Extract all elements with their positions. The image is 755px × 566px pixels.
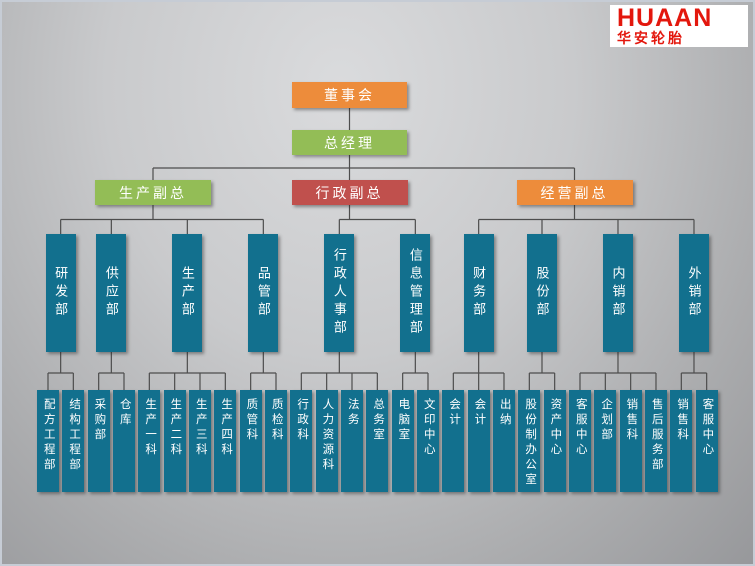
org-node-label: 文印中心: [422, 398, 435, 458]
org-node-label: 结构工程部: [68, 398, 81, 473]
org-node-leaf: 仓库: [113, 390, 135, 492]
org-node-leaf: 会计: [442, 390, 465, 492]
org-node-leaf: 客服中心: [695, 390, 718, 492]
org-node-leaf: 电脑室: [391, 390, 414, 492]
org-node-label: 企划部: [600, 398, 613, 443]
org-node-label: 人力资源科: [321, 398, 334, 473]
org-node-label: 股份部: [534, 266, 550, 320]
org-node-vp: 经营副总: [516, 180, 633, 205]
org-node-leaf: 法务: [341, 390, 363, 492]
org-node-leaf: 售后服务部: [644, 390, 667, 492]
org-node-leaf: 结构工程部: [62, 390, 85, 492]
org-node-label: 股份制办公室: [524, 398, 537, 488]
org-node-label: 售后服务部: [650, 398, 663, 473]
org-node-dept: 行政人事部: [324, 234, 355, 352]
org-node-label: 采购部: [93, 398, 106, 443]
org-node-label: 销售科: [625, 398, 638, 443]
org-node-vp: 生产副总: [95, 180, 211, 205]
org-node-leaf: 质检科: [265, 390, 287, 492]
org-node-label: 会计: [473, 398, 486, 428]
org-node-leaf: 质管科: [239, 390, 262, 492]
org-node-label: 生产四科: [220, 398, 233, 458]
org-node-label: 生产三科: [194, 398, 207, 458]
org-node-leaf: 销售科: [619, 390, 642, 492]
org-node-dept: 研发部: [45, 234, 76, 352]
org-node-dept: 外销部: [678, 234, 709, 352]
org-node-leaf: 生产一科: [138, 390, 161, 492]
org-node-dept: 股份部: [527, 234, 557, 352]
org-node-label: 行政人事部: [331, 248, 347, 338]
org-node-leaf: 文印中心: [417, 390, 439, 492]
org-node-label: 生产一科: [144, 398, 157, 458]
org-node-leaf: 客服中心: [568, 390, 591, 492]
org-node-label: 出纳: [498, 398, 511, 428]
org-node-general-manager: 总经理: [292, 130, 407, 155]
org-node-label: 质检科: [270, 398, 283, 443]
org-node-label: 质管科: [245, 398, 258, 443]
org-node-dept: 供应部: [96, 234, 127, 352]
org-node-leaf: 会计: [467, 390, 490, 492]
org-node-dept: 信息管理部: [400, 234, 431, 352]
org-node-leaf: 总务室: [366, 390, 389, 492]
org-node-label: 品管部: [255, 266, 271, 320]
org-node-label: 生产二科: [169, 398, 182, 458]
org-node-leaf: 生产二科: [163, 390, 186, 492]
org-node-label: 电脑室: [397, 398, 410, 443]
org-node-label: 行政科: [296, 398, 309, 443]
org-node-leaf: 采购部: [87, 390, 110, 492]
logo-subtitle-text: 华安轮胎: [617, 30, 685, 46]
org-node-leaf: 生产三科: [189, 390, 211, 492]
org-node-dept: 内销部: [602, 234, 633, 352]
org-node-leaf: 企划部: [594, 390, 617, 492]
org-node-leaf: 资产中心: [543, 390, 566, 492]
org-node-label: 资产中心: [549, 398, 562, 458]
org-node-label: 内销部: [610, 266, 626, 320]
org-node-vp: 行政副总: [291, 180, 408, 205]
org-node-leaf: 出纳: [492, 390, 515, 492]
org-node-label: 法务: [346, 398, 359, 428]
org-node-dept: 财务部: [463, 234, 494, 352]
org-node-label: 客服中心: [701, 398, 714, 458]
org-node-label: 供应部: [103, 266, 119, 320]
org-node-leaf: 生产四科: [214, 390, 237, 492]
org-node-board: 董事会: [292, 82, 407, 108]
org-node-label: 销售科: [676, 398, 689, 443]
org-node-leaf: 行政科: [290, 390, 313, 492]
org-node-label: 财务部: [471, 266, 487, 320]
company-logo: HUAAN 华安轮胎: [610, 5, 748, 47]
org-node-label: 外销部: [686, 266, 702, 320]
org-node-label: 会计: [448, 398, 461, 428]
org-node-dept: 品管部: [248, 234, 279, 352]
logo-brand-text: HUAAN: [617, 4, 713, 32]
org-node-label: 信息管理部: [407, 248, 423, 338]
org-node-label: 配方工程部: [42, 398, 55, 473]
org-node-leaf: 销售科: [670, 390, 693, 492]
org-node-label: 研发部: [53, 266, 69, 320]
org-node-label: 仓库: [118, 398, 131, 428]
org-node-leaf: 股份制办公室: [518, 390, 541, 492]
org-node-dept: 生产部: [172, 234, 203, 352]
org-node-leaf: 人力资源科: [315, 390, 338, 492]
org-node-label: 客服中心: [574, 398, 587, 458]
org-node-leaf: 配方工程部: [37, 390, 59, 492]
org-node-label: 生产部: [179, 266, 195, 320]
org-node-label: 总务室: [372, 398, 385, 443]
